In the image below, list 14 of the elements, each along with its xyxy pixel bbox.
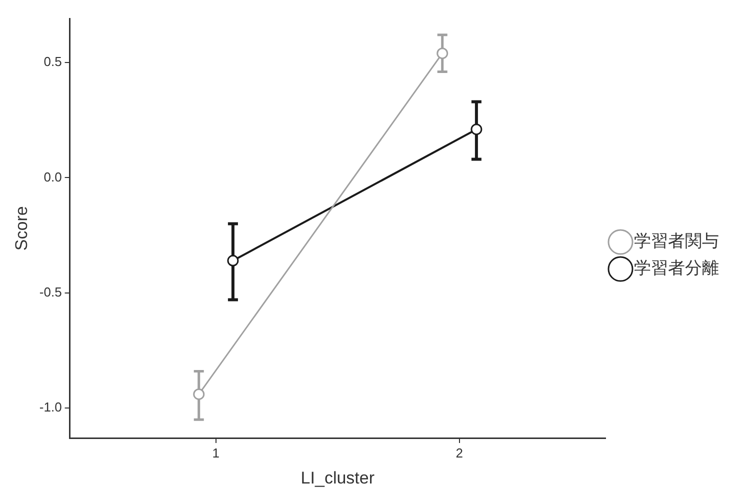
legend-label: 学習者分離 bbox=[634, 258, 719, 278]
x-tick-label: 2 bbox=[456, 445, 464, 460]
y-tick-label: 0.0 bbox=[44, 169, 62, 184]
y-tick-label: 0.5 bbox=[44, 54, 62, 70]
point bbox=[436, 48, 448, 60]
x-axis-title: LI_cluster bbox=[300, 468, 375, 488]
point bbox=[470, 124, 482, 136]
y-tick-label: -0.5 bbox=[39, 284, 62, 300]
point bbox=[193, 388, 205, 400]
point bbox=[227, 254, 239, 266]
legend-label: 学習者関与 bbox=[634, 232, 719, 251]
y-axis-title: Score bbox=[12, 206, 31, 251]
x-tick-label: 1 bbox=[212, 445, 220, 460]
y-tick-label: -1.0 bbox=[39, 400, 62, 415]
